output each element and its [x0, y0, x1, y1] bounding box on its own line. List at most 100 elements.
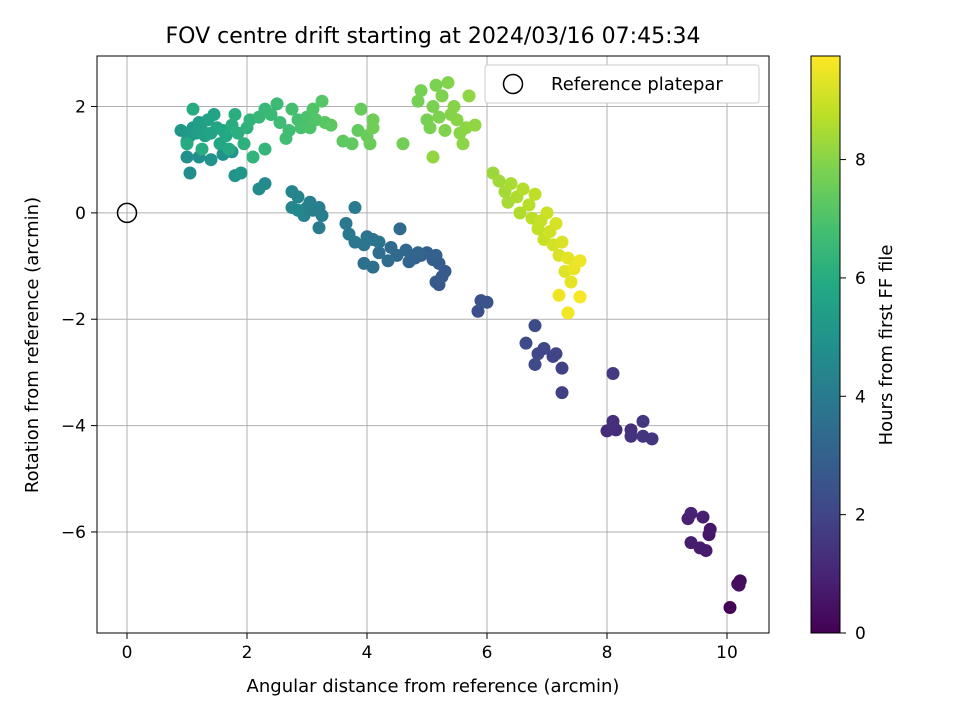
data-point — [294, 121, 308, 135]
data-point — [372, 246, 386, 260]
data-point — [246, 150, 260, 164]
data-point — [342, 227, 356, 241]
data-point — [636, 414, 650, 428]
data-point — [204, 153, 218, 167]
data-point — [450, 113, 464, 127]
data-point — [519, 336, 533, 350]
data-point — [561, 306, 575, 320]
legend-entry-reference: Reference platepar — [551, 74, 723, 95]
data-point — [555, 235, 569, 249]
colorbar-tick-label: 6 — [855, 269, 866, 289]
data-point — [384, 240, 398, 254]
data-point — [540, 206, 554, 220]
data-point — [480, 295, 494, 309]
data-point — [555, 361, 569, 375]
data-point — [522, 198, 536, 212]
y-tick-label: −2 — [61, 310, 86, 330]
data-point — [306, 102, 320, 116]
data-point — [180, 150, 194, 164]
y-axis-label: Rotation from reference (arcmin) — [22, 197, 43, 493]
chart-title: FOV centre drift starting at 2024/03/16 … — [166, 24, 701, 49]
data-points — [174, 76, 747, 614]
data-point — [606, 366, 620, 380]
data-point — [468, 118, 482, 132]
data-point — [423, 121, 437, 135]
data-point — [237, 137, 251, 151]
data-point — [228, 107, 242, 121]
legend-marker — [502, 73, 524, 95]
colorbar-gradient — [810, 55, 841, 634]
x-axis-label: Angular distance from reference (arcmin) — [247, 676, 620, 697]
data-point — [696, 510, 710, 524]
colorbar: 0 2 4 6 8 Hours from first FF file — [810, 55, 897, 644]
y-tick-label: −6 — [61, 523, 86, 543]
data-point — [732, 578, 746, 592]
data-point — [411, 246, 425, 260]
data-point — [339, 217, 353, 231]
data-point — [180, 137, 194, 151]
data-point — [219, 129, 233, 143]
axis-ticks: 0 2 4 6 8 10 −6 −4 −2 0 2 — [61, 98, 738, 663]
data-point — [363, 137, 377, 151]
data-point — [645, 432, 659, 446]
data-point — [447, 100, 461, 114]
data-point — [285, 185, 299, 199]
plot-frame — [96, 55, 770, 634]
x-tick-label: 6 — [482, 643, 493, 663]
data-point — [402, 255, 416, 269]
colorbar-tick-label: 8 — [855, 151, 866, 171]
data-point — [348, 201, 362, 215]
data-point — [435, 89, 449, 103]
data-point — [552, 288, 566, 302]
data-point — [606, 414, 620, 428]
data-point — [282, 123, 296, 137]
data-point — [381, 254, 395, 268]
data-point — [270, 97, 284, 111]
y-tick-label: −4 — [61, 417, 86, 437]
data-point — [531, 347, 545, 361]
data-point — [315, 94, 329, 108]
colorbar-tick-label: 0 — [855, 624, 866, 644]
data-point — [222, 142, 236, 156]
data-point — [273, 115, 287, 129]
data-point — [435, 270, 449, 284]
data-point — [462, 89, 476, 103]
data-point — [516, 182, 530, 196]
legend-box — [484, 64, 760, 104]
data-point — [252, 182, 266, 196]
data-point — [684, 506, 698, 520]
data-point — [492, 174, 506, 188]
data-point — [438, 123, 452, 137]
x-tick-label: 4 — [362, 643, 373, 663]
data-point — [504, 177, 518, 191]
data-point — [411, 94, 425, 108]
data-point — [471, 304, 485, 318]
legend: Reference platepar — [484, 64, 760, 104]
reference-marker — [116, 202, 138, 224]
data-point — [564, 275, 578, 289]
data-point — [414, 84, 428, 98]
data-point — [426, 100, 440, 114]
data-point — [573, 290, 587, 304]
data-point — [624, 429, 638, 443]
data-point — [366, 121, 380, 135]
data-point — [432, 110, 446, 124]
data-point — [345, 137, 359, 151]
data-point — [186, 102, 200, 116]
data-point — [528, 319, 542, 333]
data-point — [429, 78, 443, 92]
data-point — [372, 235, 386, 249]
data-point — [207, 107, 221, 121]
data-point — [234, 166, 248, 180]
data-point — [429, 248, 443, 262]
data-point — [354, 102, 368, 116]
data-point — [258, 142, 272, 156]
data-point — [183, 166, 197, 180]
data-point — [528, 187, 542, 201]
data-point — [426, 150, 440, 164]
colorbar-tick-label: 2 — [855, 506, 866, 526]
colorbar-ticks: 0 2 4 6 8 — [840, 151, 866, 644]
data-point — [357, 256, 371, 270]
data-point — [561, 251, 575, 265]
data-point — [513, 206, 527, 220]
